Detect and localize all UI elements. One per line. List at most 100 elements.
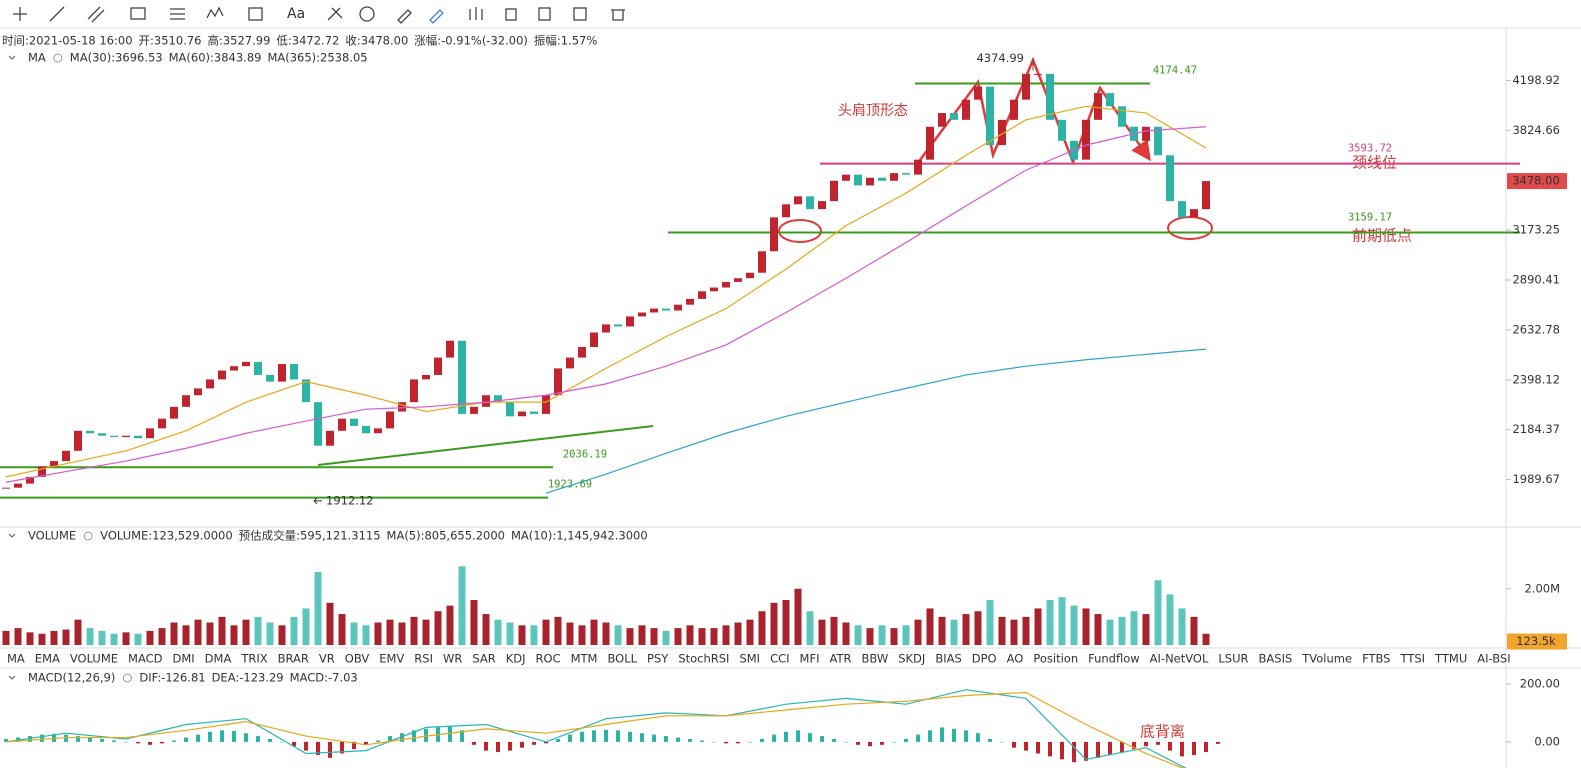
indicator-tab[interactable]: SAR (472, 652, 495, 666)
indicator-tab[interactable]: ROC (536, 652, 561, 666)
indicator-tab[interactable]: OBV (345, 652, 370, 666)
macd-bar (484, 741, 488, 751)
macd-bar (136, 741, 140, 744)
indicator-tab[interactable]: LSUR (1218, 652, 1248, 666)
indicator-tab[interactable]: FTBS (1362, 652, 1390, 666)
indicator-tab[interactable]: VOLUME (70, 652, 118, 666)
macd-bar (916, 734, 920, 742)
macd-bar (808, 733, 812, 742)
macd-bar (172, 740, 176, 742)
indicator-tab[interactable]: MTM (571, 652, 598, 666)
indicator-tab[interactable]: EMV (379, 652, 404, 666)
delete-tool[interactable] (611, 9, 625, 21)
indicator-tab[interactable]: CCI (770, 652, 789, 666)
indicator-tab[interactable]: AI-NetVOL (1150, 652, 1209, 666)
indicator-tab[interactable]: Fundflow (1088, 652, 1140, 666)
indicator-tab[interactable]: BRAR (278, 652, 309, 666)
candle (170, 406, 178, 419)
candle (1118, 106, 1126, 127)
indicator-tab[interactable]: SMI (739, 652, 760, 666)
indicator-tab[interactable]: AI-BSI (1477, 652, 1510, 666)
indicator-tab[interactable]: WR (443, 652, 462, 666)
indicator-tab[interactable]: TVolume (1301, 652, 1352, 666)
candle (614, 324, 622, 327)
volume-bar (866, 628, 874, 645)
indicator-tab[interactable]: DMA (205, 652, 232, 666)
indicator-tab[interactable]: DPO (972, 652, 997, 666)
volume-bar (386, 619, 394, 645)
settings-icon[interactable] (122, 673, 132, 683)
settings-icon[interactable] (83, 531, 93, 541)
lock-tool[interactable] (505, 8, 517, 21)
candle (122, 435, 130, 437)
indicator-tab[interactable]: MACD (128, 652, 163, 666)
indicator-tab[interactable]: MFI (800, 652, 820, 666)
macd-bar (880, 741, 884, 745)
trend-line (317, 425, 654, 466)
volume-bar (566, 622, 574, 645)
volume-bar (374, 622, 382, 645)
volume-bar (854, 625, 862, 645)
indicator-tab[interactable]: Position (1033, 652, 1078, 666)
indicator-tab[interactable]: PSY (647, 652, 669, 666)
indicator-tab[interactable]: BOLL (607, 652, 637, 666)
measure-tool[interactable] (248, 7, 263, 21)
magnet-tool[interactable] (359, 6, 375, 22)
indicator-tab[interactable]: BASIS (1259, 652, 1293, 666)
indicator-tab[interactable]: MA (7, 652, 25, 666)
line-tool[interactable] (49, 6, 65, 22)
text-tool[interactable]: Aa (287, 6, 305, 22)
legend-item: DIF:-126.81 (139, 671, 205, 685)
macd-bar (844, 741, 848, 743)
last-value-tag (1507, 173, 1567, 190)
indicator-tab[interactable]: SKDJ (898, 652, 925, 666)
indicator-tab[interactable]: TRIX (240, 652, 267, 666)
indicator-tab[interactable]: BBW (861, 652, 888, 666)
indicator-tab[interactable]: BIAS (935, 652, 961, 666)
channel-tool[interactable] (87, 6, 105, 23)
volume-bar (518, 625, 526, 645)
macd-bar (1120, 741, 1124, 753)
note-tool[interactable] (573, 7, 587, 21)
volume-bar (1142, 614, 1150, 645)
indicator-line (545, 348, 1207, 494)
volume-bar (1130, 611, 1138, 645)
candle (1034, 73, 1042, 75)
crosshair-tool[interactable] (13, 7, 27, 21)
macd-bar (316, 741, 320, 755)
bars-tool[interactable] (469, 7, 483, 20)
settings-icon[interactable] (53, 53, 63, 63)
indicator-tab[interactable]: EMA (35, 652, 60, 666)
candle (1046, 73, 1054, 120)
indicator-tab[interactable]: DMI (173, 652, 195, 666)
indicator-tab[interactable]: ATR (829, 652, 851, 666)
volume-bar (314, 571, 322, 645)
indicator-tab[interactable]: TTMU (1434, 652, 1467, 666)
brush-tool[interactable] (327, 7, 343, 21)
volume-bar (878, 625, 886, 645)
indicator-tab[interactable]: KDJ (506, 652, 526, 666)
candle (482, 395, 490, 407)
candle (446, 340, 454, 358)
indicator-tab[interactable]: AO (1007, 652, 1024, 666)
candle (218, 370, 226, 380)
candle (842, 174, 850, 181)
ruler-tool[interactable] (397, 9, 412, 24)
candle (230, 366, 238, 371)
macd-bar (100, 738, 104, 742)
indicator-tab[interactable]: VR (319, 652, 335, 666)
copy-tool[interactable] (538, 7, 551, 21)
indicator-tab[interactable]: RSI (414, 652, 433, 666)
info-value: 2021-05-18 16:00 (29, 34, 133, 48)
rect-tool[interactable] (130, 7, 146, 20)
wave-tool[interactable] (206, 6, 224, 19)
volume-bar (902, 625, 910, 645)
fib-tool[interactable] (170, 8, 185, 20)
volume-bar (1070, 605, 1078, 645)
candle (206, 379, 214, 389)
indicator-tab[interactable]: StochRSI (678, 652, 729, 666)
candle (686, 298, 694, 305)
indicator-tab[interactable]: TTSI (1400, 652, 1426, 666)
pen-tool[interactable] (429, 9, 444, 24)
